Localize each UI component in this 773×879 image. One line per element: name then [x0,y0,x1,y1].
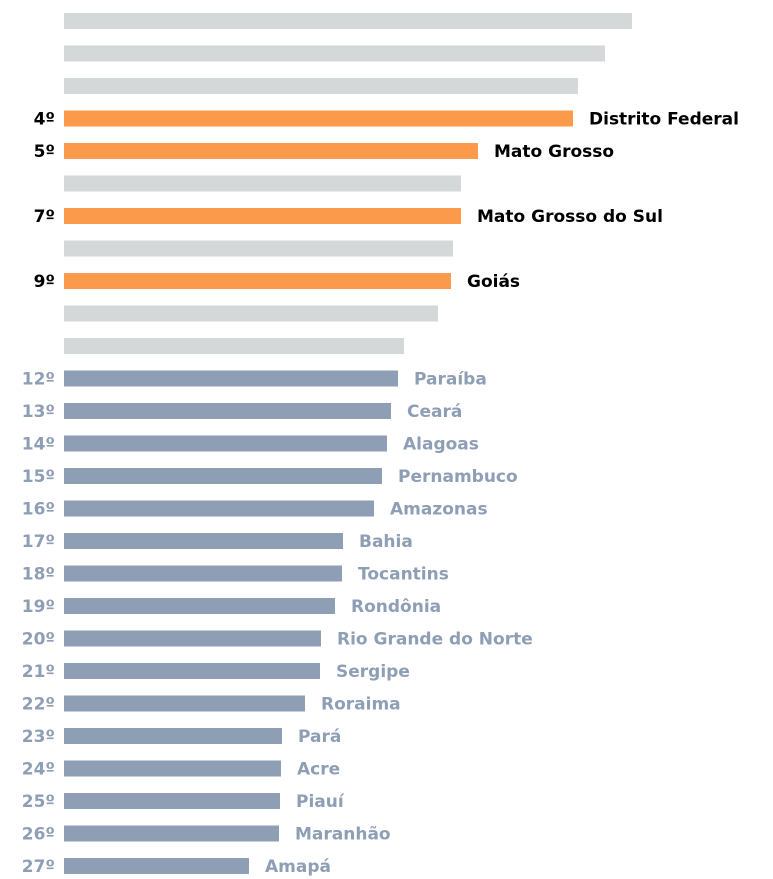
bar [64,273,451,289]
bar-label: Amazonas [390,500,488,520]
bar-label: Roraima [321,695,401,715]
bar [64,728,282,744]
bar-label: Distrito Federal [589,110,739,130]
bar-label: Acre [297,760,340,780]
bar [64,45,605,62]
rank-label: 15º [22,467,55,487]
rank-label: 7º [34,207,55,227]
bar [64,858,249,874]
bar-label: Piauí [296,792,345,812]
rank-label: 17º [22,532,55,552]
bar [64,13,632,29]
rank-label: 13º [22,402,55,422]
rank-label: 14º [22,435,55,455]
rank-label: 18º [22,565,55,585]
bar-label: Bahia [359,532,413,552]
bar [64,500,374,517]
bar-label: Ceará [407,402,462,422]
bar [64,143,478,159]
bar-label: Pará [298,727,341,747]
bar [64,598,335,614]
bar [64,533,343,549]
bar [64,403,391,419]
bar-label: Amapá [265,857,331,877]
bar [64,630,321,647]
bar-label: Goiás [467,272,520,292]
bar-label: Maranhão [295,825,391,845]
bar [64,760,281,777]
rank-label: 16º [22,500,55,520]
rank-label: 26º [22,825,55,845]
rank-label: 4º [34,110,55,130]
bar-label: Mato Grosso [494,142,614,162]
rank-label: 20º [22,630,55,650]
bar [64,370,398,387]
rank-label: 12º [22,370,55,390]
rank-label: 19º [22,597,55,617]
bar [64,663,320,679]
rank-label: 5º [34,142,55,162]
rank-label: 9º [34,272,55,292]
bar [64,305,438,322]
bar [64,565,342,582]
bar-label: Sergipe [336,662,410,682]
bar [64,338,404,354]
rank-label: 22º [22,695,55,715]
bar-label: Rio Grande do Norte [337,630,533,650]
bar [64,208,461,224]
bar [64,78,578,94]
rank-label: 24º [22,760,55,780]
bar-label: Pernambuco [398,467,518,487]
rank-label: 25º [22,792,55,812]
bar [64,240,453,257]
bar [64,793,280,809]
bar-label: Rondônia [351,597,441,617]
rank-label: 21º [22,662,55,682]
bar-label: Tocantins [358,565,449,585]
bar [64,110,573,127]
rank-label: 23º [22,727,55,747]
rank-label: 27º [22,857,55,877]
bar [64,695,305,712]
bar [64,435,387,452]
bar-label: Alagoas [403,435,479,455]
bar [64,175,461,192]
bar [64,468,382,484]
bar-label: Mato Grosso do Sul [477,207,663,227]
bar-label: Paraíba [414,370,487,390]
bar [64,825,279,842]
